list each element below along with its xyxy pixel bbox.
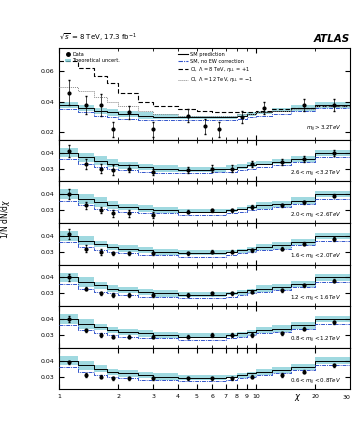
Legend: SM prediction, SM, no EW correction, CI, $\Lambda$ = 8 TeV, $\eta_{LL}$ = +1, CI: SM prediction, SM, no EW correction, CI,… [178,52,253,84]
Text: $2.6 < m_{jj} < 3.2 TeV$: $2.6 < m_{jj} < 3.2 TeV$ [290,169,341,179]
Text: ATLAS: ATLAS [314,34,350,44]
Text: $0.8 < m_{jj} < 1.2 TeV$: $0.8 < m_{jj} < 1.2 TeV$ [290,335,341,345]
Text: $1.6 < m_{jj} < 2.0 TeV$: $1.6 < m_{jj} < 2.0 TeV$ [290,252,341,262]
Text: 1/N dN/d$\chi$: 1/N dN/d$\chi$ [0,199,12,239]
Text: $1.2 < m_{jj} < 1.6 TeV$: $1.2 < m_{jj} < 1.6 TeV$ [290,293,341,304]
Text: $m_{jj} > 3.2 TeV$: $m_{jj} > 3.2 TeV$ [306,124,341,134]
Text: $\sqrt{s}$ = 8 TeV, 17.3 fb$^{-1}$: $\sqrt{s}$ = 8 TeV, 17.3 fb$^{-1}$ [59,32,137,44]
Text: $\chi$: $\chi$ [294,392,302,403]
Text: 30: 30 [342,395,350,400]
Text: $0.6 < m_{jj} < 0.8 TeV$: $0.6 < m_{jj} < 0.8 TeV$ [290,377,341,387]
Text: $2.0 < m_{jj} < 2.6 TeV$: $2.0 < m_{jj} < 2.6 TeV$ [290,210,341,221]
